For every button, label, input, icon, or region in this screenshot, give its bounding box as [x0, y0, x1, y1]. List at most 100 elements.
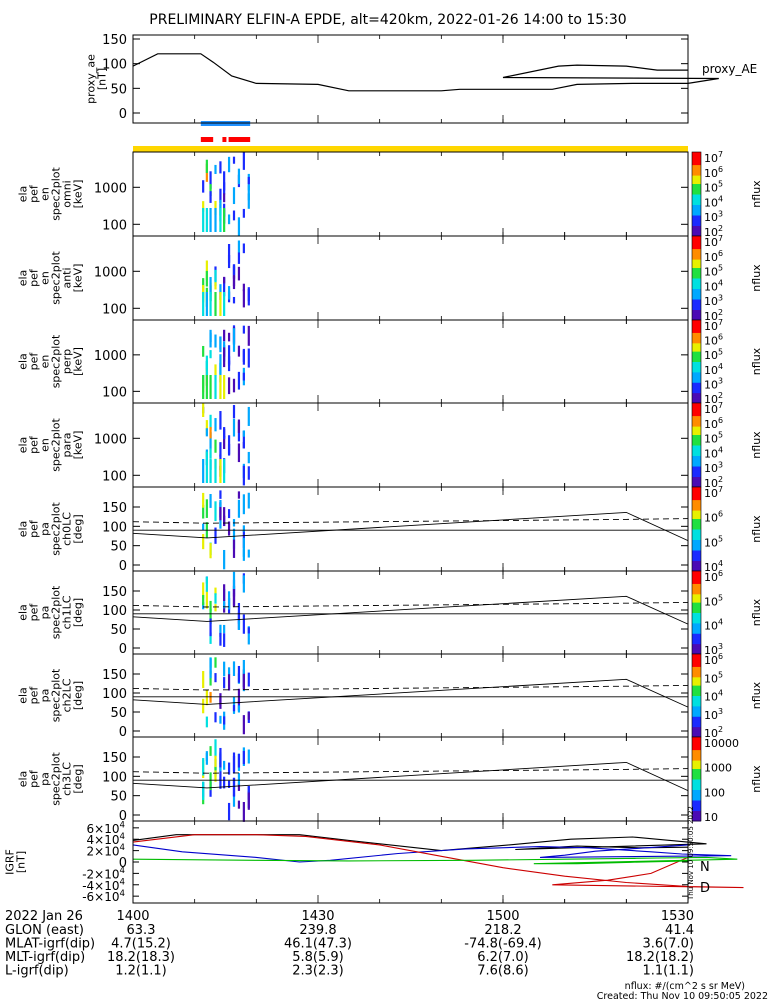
- spectrogram-pixel: [202, 492, 205, 508]
- colorbar-cell: [692, 737, 701, 740]
- colorbar-cell: [692, 244, 701, 247]
- spectrogram-pixel: [209, 746, 212, 756]
- footer-row-label: MLAT-igrf(dip): [5, 937, 95, 952]
- spectrogram-pixel: [232, 794, 236, 807]
- y-axis-label-line: ela: [17, 186, 30, 203]
- colorbar-cell: [692, 369, 701, 373]
- y-axis-label-line: ela: [17, 604, 30, 621]
- colorbar-cell: [692, 602, 701, 605]
- colorbar-cell: [692, 185, 701, 189]
- spectrogram-pixel: [237, 266, 241, 281]
- colorbar-cell: [692, 346, 701, 350]
- spectrogram-pixel: [242, 715, 245, 735]
- footer-row-value: 46.1(47.3): [284, 937, 352, 952]
- colorbar-cell: [692, 645, 701, 649]
- spectrogram-pixel: [209, 350, 212, 359]
- colorbar-cell: [692, 535, 701, 538]
- time-tick-label: 1530: [661, 909, 694, 924]
- colorbar-cell: [692, 204, 701, 208]
- time-tick-label: 1430: [301, 909, 334, 924]
- colorbar-cell: [692, 173, 701, 176]
- y-axis-label-line: omni: [61, 180, 74, 207]
- footer-row-value: 7.6(8.6): [477, 964, 529, 979]
- colorbar-tick-label: 107: [704, 150, 723, 165]
- spectrogram-pixel: [223, 549, 226, 570]
- spectrogram-pixel: [227, 345, 231, 365]
- colorbar-title: nflux: [750, 765, 763, 793]
- colorbar-cell: [692, 191, 701, 195]
- colorbar-cell: [692, 164, 701, 168]
- colorbar-cell: [692, 320, 701, 323]
- spectrogram-pixel: [214, 282, 217, 290]
- colorbar-tick-label: 103: [704, 460, 723, 475]
- spectrogram-pixel: [242, 372, 245, 381]
- spectrogram-pixel: [247, 466, 250, 480]
- colorbar-tick-label: 105: [704, 534, 723, 549]
- igrf-series-d: [132, 834, 744, 889]
- science-segment-bar: [231, 137, 251, 142]
- y-axis-label-line: en: [39, 187, 52, 201]
- spectrogram-pixel: [247, 176, 250, 185]
- spectrogram-pixel: [209, 329, 212, 343]
- y-axis-label-line: spec2plot: [50, 585, 63, 639]
- spectrogram-pixel: [214, 657, 217, 668]
- spectrogram-pixel: [223, 329, 226, 342]
- spectrogram-pixel: [202, 796, 205, 805]
- spectrogram-pixel: [214, 418, 217, 432]
- spectrogram-pixel: [209, 608, 212, 625]
- colorbar-cell: [692, 212, 701, 216]
- y-axis-label-line: [keV]: [72, 431, 85, 460]
- colorbar-cell: [692, 495, 701, 498]
- colorbar-cell: [692, 259, 701, 262]
- colorbar-cell: [692, 461, 701, 465]
- spectrogram-pixel: [242, 289, 245, 308]
- colorbar-cell: [692, 378, 701, 381]
- spectrogram-pixel: [209, 375, 212, 399]
- spectrogram-pixel: [202, 671, 205, 688]
- colorbar-tick-label: 100: [704, 786, 725, 799]
- footer-row-value: 1.2(1.1): [115, 964, 167, 979]
- colorbar-tick-label: 104: [704, 194, 723, 209]
- colorbar-cell: [692, 478, 701, 482]
- spectrogram-pixel: [237, 443, 241, 463]
- colorbar-cell: [692, 697, 701, 701]
- spectrogram-pixel: [205, 361, 208, 376]
- colorbar-cell: [692, 278, 701, 281]
- spectrogram-pixel: [214, 208, 217, 232]
- colorbar-cell: [692, 722, 701, 726]
- spectrogram-pixel: [227, 255, 231, 269]
- colorbar-cell: [692, 618, 701, 622]
- spectrogram-pixel: [237, 800, 241, 809]
- colorbar-tick-label: 106: [704, 165, 723, 180]
- colorbar-cell: [692, 409, 701, 412]
- colorbar-tick-label: 105: [704, 180, 723, 195]
- proxy-ae-panel: [132, 34, 689, 124]
- spectrogram-pixel: [205, 716, 208, 728]
- y-axis-label-line: ch0LC: [61, 512, 74, 546]
- spectrogram-pixel: [247, 549, 250, 558]
- y-tick-label: 0: [119, 809, 127, 824]
- spectrogram-pixel: [214, 712, 217, 723]
- colorbar-cell: [692, 726, 701, 730]
- colorbar-cell: [692, 434, 701, 438]
- anti-loss-cone-line: [132, 684, 689, 691]
- spectrogram-pixel: [227, 521, 231, 536]
- spectrogram-pixel: [242, 525, 245, 532]
- colorbar-tick-label: 1000: [704, 762, 732, 775]
- spectrogram-pixel: [242, 348, 245, 365]
- colorbar-cell: [692, 600, 701, 603]
- y-axis-label-line: anti: [61, 267, 74, 288]
- colorbar-cell: [692, 363, 701, 367]
- colorbar-cell: [692, 472, 701, 475]
- y-tick-label: 100: [102, 58, 127, 73]
- spectrogram-pixel: [242, 575, 245, 593]
- spectrogram-pixel: [202, 345, 205, 357]
- colorbar-cell: [692, 658, 701, 661]
- colorbar-cell: [692, 453, 701, 456]
- colorbar-cell: [692, 236, 701, 239]
- colorbar-cell: [692, 394, 701, 398]
- y-axis-label-line: pef: [28, 686, 41, 705]
- colorbar-tick-label: 107: [704, 401, 723, 416]
